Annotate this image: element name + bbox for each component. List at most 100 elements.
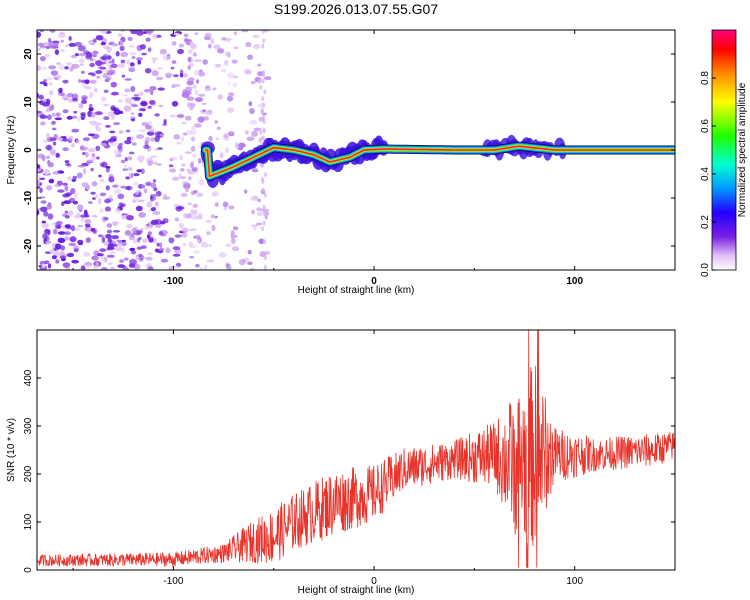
noise-speckle xyxy=(37,93,40,99)
noise-speckle xyxy=(80,265,86,270)
noise-speckle xyxy=(143,225,152,231)
noise-speckle xyxy=(65,163,71,166)
noise-speckle xyxy=(78,103,84,109)
noise-speckle xyxy=(261,187,265,193)
noise-speckle xyxy=(47,263,52,269)
noise-speckle xyxy=(249,120,257,125)
noise-speckle xyxy=(57,91,64,96)
noise-speckle xyxy=(172,246,181,251)
noise-speckle xyxy=(233,46,239,50)
noise-speckle xyxy=(85,184,91,191)
noise-speckle xyxy=(46,185,53,191)
spectrogram-x-ticks: -100 0 100 xyxy=(72,30,676,287)
noise-speckle xyxy=(251,224,259,228)
noise-speckle xyxy=(60,245,66,251)
noise-speckle xyxy=(105,185,110,191)
noise-speckle xyxy=(174,234,182,238)
noise-speckle xyxy=(41,155,46,162)
noise-speckle xyxy=(260,176,264,182)
noise-speckle xyxy=(172,253,181,257)
noise-speckle xyxy=(64,236,69,241)
noise-speckle xyxy=(170,66,175,70)
noise-speckle xyxy=(251,130,258,137)
noise-speckle xyxy=(77,164,85,168)
noise-speckle xyxy=(145,37,151,42)
noise-speckle xyxy=(142,238,148,243)
noise-speckle xyxy=(67,176,72,181)
noise-speckle xyxy=(107,243,115,249)
noise-speckle xyxy=(133,181,139,186)
noise-speckle xyxy=(165,247,171,254)
noise-speckle xyxy=(60,49,65,52)
noise-speckle xyxy=(117,243,122,248)
noise-speckle xyxy=(262,102,266,108)
noise-speckle xyxy=(231,246,240,252)
noise-speckle xyxy=(91,181,98,187)
noise-speckle xyxy=(206,259,215,263)
noise-speckle xyxy=(164,72,173,77)
noise-speckle xyxy=(147,160,154,166)
noise-speckle xyxy=(132,196,140,203)
noise-speckle xyxy=(121,214,128,220)
noise-speckle xyxy=(89,103,93,109)
noise-speckle xyxy=(103,103,110,107)
noise-speckle xyxy=(107,111,115,117)
noise-speckle xyxy=(37,208,42,211)
noise-speckle xyxy=(131,142,137,146)
noise-speckle xyxy=(201,102,207,106)
colorbar-tick-label: 0.8 xyxy=(700,71,711,85)
noise-speckle xyxy=(117,264,125,268)
noise-speckle xyxy=(39,260,47,265)
noise-speckle xyxy=(39,44,46,49)
noise-speckle xyxy=(157,87,165,91)
noise-speckle xyxy=(140,168,145,175)
noise-speckle xyxy=(140,101,148,107)
noise-speckle xyxy=(115,154,122,158)
noise-speckle xyxy=(123,164,127,171)
colorbar-tick-label: 0.0 xyxy=(700,263,711,277)
noise-speckle xyxy=(124,97,132,104)
noise-speckle xyxy=(139,255,145,261)
noise-speckle xyxy=(151,70,159,77)
noise-speckle xyxy=(82,151,86,156)
noise-speckle xyxy=(152,33,158,40)
noise-speckle xyxy=(85,237,91,243)
noise-speckle xyxy=(262,204,266,210)
noise-speckle xyxy=(69,67,74,72)
noise-speckle xyxy=(225,243,232,248)
noise-speckle xyxy=(101,96,107,102)
noise-speckle xyxy=(144,68,152,74)
noise-speckle xyxy=(43,211,49,217)
noise-speckle xyxy=(83,50,90,55)
noise-speckle xyxy=(130,86,136,92)
noise-speckle xyxy=(46,77,53,81)
noise-speckle xyxy=(81,99,88,104)
noise-speckle xyxy=(101,216,108,223)
noise-speckle xyxy=(71,93,79,100)
noise-speckle xyxy=(86,160,92,165)
noise-speckle xyxy=(182,243,187,246)
noise-speckle xyxy=(95,60,103,66)
noise-speckle xyxy=(89,62,95,68)
snr-y-label: SNR (10 * v/v) xyxy=(6,418,17,482)
noise-speckle xyxy=(94,111,103,116)
noise-speckle xyxy=(195,97,203,102)
noise-speckle xyxy=(181,92,190,98)
noise-speckle xyxy=(138,112,143,117)
noise-speckle xyxy=(55,221,61,227)
noise-speckle xyxy=(247,261,253,265)
noise-speckle xyxy=(257,63,262,67)
noise-speckle xyxy=(230,234,238,238)
noise-speckle xyxy=(189,162,194,169)
noise-speckle xyxy=(44,53,51,58)
noise-speckle xyxy=(258,238,265,245)
noise-speckle xyxy=(72,63,80,69)
y-tick-label: 20 xyxy=(23,48,34,60)
noise-speckle xyxy=(145,30,154,34)
noise-speckle xyxy=(72,175,78,180)
noise-speckle xyxy=(129,247,136,251)
noise-speckle xyxy=(263,89,267,95)
noise-speckle xyxy=(91,215,98,218)
noise-speckle xyxy=(133,173,140,177)
